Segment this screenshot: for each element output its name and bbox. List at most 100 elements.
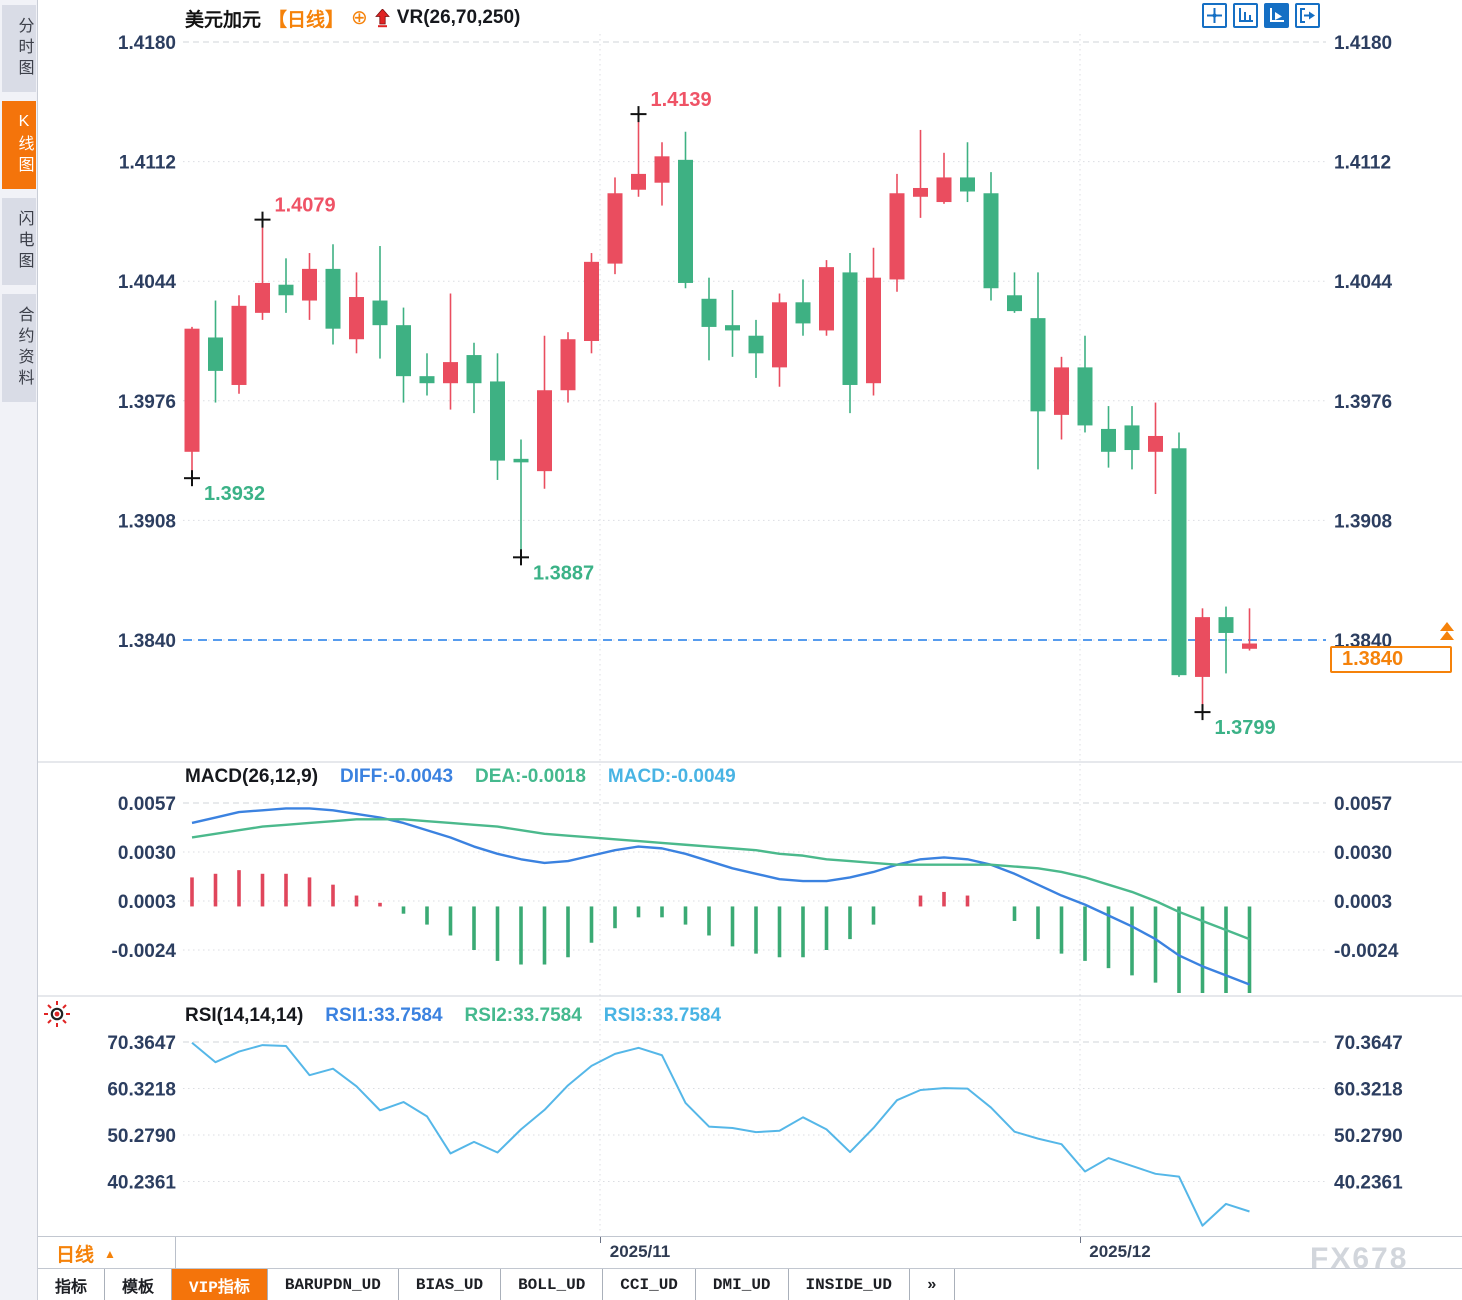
candle-body: [184, 328, 200, 452]
price-annotations: 1.4079 1.4139 1.3932 1.3887 1.3799: [184, 89, 1276, 739]
candle-body: [584, 261, 599, 341]
candle-body: [1077, 367, 1093, 426]
candle-body: [325, 268, 341, 329]
svg-text:60.3218: 60.3218: [107, 1080, 176, 1101]
pointer-play-icon[interactable]: [1264, 3, 1289, 28]
macd-diff-line: [191, 807, 1250, 986]
month-gridlines: [599, 34, 1081, 1233]
current-price-box: 1.3840: [1330, 646, 1452, 673]
candle-body: [866, 277, 881, 384]
tab-dmi-ud[interactable]: DMI_UD: [695, 1269, 789, 1300]
tab-cci-ud[interactable]: CCI_UD: [603, 1269, 696, 1300]
current-price-value: 1.3840: [1342, 648, 1404, 670]
candle-body: [513, 458, 529, 463]
period-tag[interactable]: 【日线】: [268, 9, 345, 31]
candle-body: [819, 267, 834, 331]
svg-text:1.4044: 1.4044: [118, 272, 177, 293]
svg-text:1.4044: 1.4044: [1334, 272, 1393, 293]
tab-bias-ud[interactable]: BIAS_UD: [398, 1269, 502, 1300]
candle-body: [1124, 425, 1140, 451]
candle-body: [701, 298, 717, 327]
svg-text:0.0057: 0.0057: [1334, 794, 1392, 815]
svg-text:1.3976: 1.3976: [118, 392, 176, 413]
candle-body: [1030, 318, 1046, 412]
candle-body: [1171, 448, 1187, 676]
price-grid: 1.4180 1.4180 1.4112 1.4112 1.4044 1.4044 1.39…: [118, 33, 1393, 652]
swing-price-label: 1.3887: [533, 562, 594, 584]
indicator-settings-sun-icon[interactable]: [43, 1000, 71, 1028]
period-selector-label: 日线: [56, 1245, 95, 1266]
period-selector[interactable]: 日线 ▲: [38, 1237, 176, 1270]
candle-body: [842, 272, 858, 385]
svg-text:50.2790: 50.2790: [1334, 1126, 1403, 1147]
axis-scale-icon[interactable]: [1233, 3, 1258, 28]
up-arrow-icon: [374, 8, 390, 27]
candle-body: [936, 177, 952, 203]
candle-body: [396, 325, 411, 377]
tab-vip-indicators[interactable]: VIP指标: [172, 1269, 268, 1300]
rsi-line: [191, 1041, 1250, 1227]
svg-text:60.3218: 60.3218: [1334, 1080, 1403, 1101]
period-selector-triangle-icon: ▲: [104, 1246, 116, 1261]
pan-cross-icon[interactable]: [1202, 3, 1227, 28]
add-indicator-icon[interactable]: ⊕: [351, 7, 368, 29]
candle-body: [490, 381, 505, 461]
sidebar-item-lightning[interactable]: 闪电图: [1, 198, 36, 285]
svg-text:1.4180: 1.4180: [118, 33, 176, 54]
tab-inside-ud[interactable]: INSIDE_UD: [788, 1269, 910, 1300]
candle-body: [231, 305, 247, 385]
svg-text:40.2361: 40.2361: [107, 1173, 176, 1194]
candle-body: [960, 177, 975, 192]
candle-body: [278, 284, 294, 296]
tab-boll-ud[interactable]: BOLL_UD: [501, 1269, 604, 1300]
swing-price-label: 1.4079: [275, 195, 336, 217]
sidebar-item-kline[interactable]: K线图: [1, 101, 36, 189]
svg-text:1.3908: 1.3908: [1334, 511, 1392, 532]
candle-body: [607, 193, 623, 264]
date-label-december: 2025/12: [1089, 1242, 1151, 1261]
date-axis-bar: 日线 ▲ 2025/11 2025/12: [38, 1236, 1462, 1270]
candle-body: [255, 282, 270, 313]
tab-templates[interactable]: 模板: [105, 1269, 173, 1300]
current-price-line: [183, 622, 1454, 641]
candle-body: [1007, 295, 1022, 312]
candle-body: [654, 156, 670, 183]
macd-panel: 0.0057 0.0057 0.0030 0.0030 0.0003 0.0003 -0.0…: [112, 794, 1399, 993]
pane-export-icon[interactable]: [1295, 3, 1320, 28]
svg-text:1.4112: 1.4112: [119, 153, 176, 174]
tab-indicators[interactable]: 指标: [38, 1269, 106, 1300]
svg-text:1.3840: 1.3840: [118, 631, 176, 652]
swing-price-label: 1.4139: [651, 89, 712, 111]
svg-text:0.0003: 0.0003: [118, 892, 176, 913]
candle-body: [1054, 367, 1069, 415]
svg-text:-0.0024: -0.0024: [1334, 941, 1399, 962]
candle-body: [349, 297, 364, 340]
vr-indicator-label[interactable]: VR(26,70,250): [396, 7, 521, 28]
candles: [184, 114, 1257, 713]
tab-more[interactable]: »: [909, 1269, 955, 1300]
macd-dea-line: [191, 818, 1250, 941]
month-tick: [1080, 1237, 1081, 1243]
candle-body: [913, 187, 928, 197]
sidebar-item-contract-info[interactable]: 合约资料: [1, 294, 36, 402]
candle-body: [678, 159, 693, 283]
svg-text:0.0030: 0.0030: [1334, 843, 1392, 864]
sidebar-item-timeshare[interactable]: 分时图: [1, 5, 36, 92]
candle-body: [748, 335, 764, 354]
date-label-november: 2025/11: [609, 1242, 671, 1261]
svg-text:0.0057: 0.0057: [118, 794, 176, 815]
candle-body: [725, 325, 740, 331]
candle-body: [631, 173, 646, 190]
candle-body: [208, 337, 223, 371]
chart-title: 美元加元 【日线】 ⊕ VR(26,70,250): [185, 4, 520, 32]
candle-body: [772, 302, 787, 368]
candle-body: [1218, 617, 1234, 633]
svg-text:50.2790: 50.2790: [107, 1126, 176, 1147]
panel-separators: [38, 761, 1462, 997]
indicator-tab-bar: 指标 模板 VIP指标 BARUPDN_UD BIAS_UD BOLL_UD C…: [38, 1269, 955, 1300]
rsi-panel: 70.3647 70.3647 60.3218 60.3218 50.2790 50.27…: [107, 1033, 1403, 1227]
tab-barupdn-ud[interactable]: BARUPDN_UD: [267, 1269, 399, 1300]
candle-body: [1148, 435, 1163, 452]
